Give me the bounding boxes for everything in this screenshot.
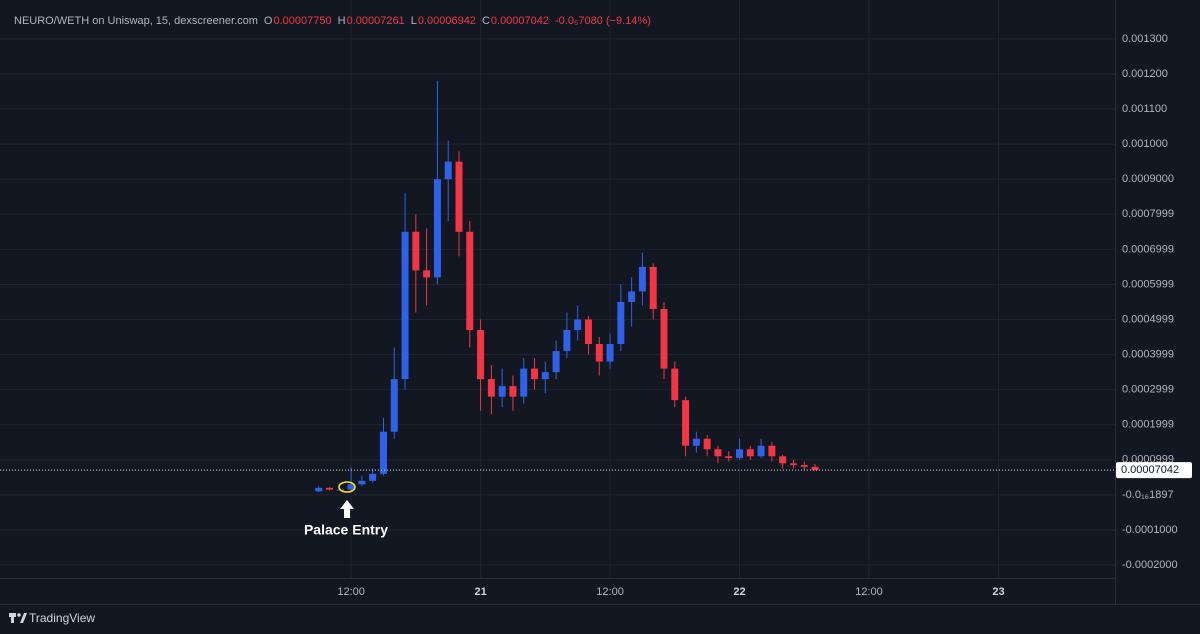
candle-body bbox=[584, 319, 592, 345]
candle-body bbox=[487, 379, 495, 397]
candle-body bbox=[315, 487, 323, 492]
candle-body bbox=[746, 449, 754, 457]
candle-body bbox=[563, 330, 571, 352]
legend-change: -0.0₅7080 (−9.14%) bbox=[555, 15, 651, 27]
x-tick-label: 12:00 bbox=[337, 586, 365, 598]
candle-body bbox=[379, 431, 387, 474]
annotation: Palace Entry bbox=[304, 522, 388, 538]
entry-circle bbox=[338, 481, 356, 493]
candle-body bbox=[811, 466, 819, 471]
legend-value: 0.00007750 bbox=[273, 15, 331, 27]
legend-key: O bbox=[264, 15, 273, 27]
candle-body bbox=[660, 308, 668, 369]
legend-value: 0.00007261 bbox=[347, 15, 405, 27]
legend-value: 0.00007042 bbox=[491, 15, 549, 27]
x-tick-label: 12:00 bbox=[855, 586, 883, 598]
candle-body bbox=[682, 400, 690, 446]
candle-body bbox=[649, 266, 657, 309]
last-price-tag bbox=[1116, 462, 1192, 479]
candle-body bbox=[789, 463, 797, 466]
candle-body bbox=[692, 438, 700, 446]
last-price-label: 0.00007042 bbox=[1121, 464, 1179, 476]
candle-body bbox=[541, 372, 549, 380]
y-tick-label: 0.0004999 bbox=[1122, 313, 1174, 325]
y-tick-label: 0.001000 bbox=[1122, 138, 1168, 150]
y-tick-label: 0.0002999 bbox=[1122, 384, 1174, 396]
candle-body bbox=[725, 456, 733, 459]
legend: NEURO/WETH on Uniswap, 15, dexscreener.c… bbox=[14, 15, 651, 27]
candle-body bbox=[347, 484, 355, 490]
candle-body bbox=[552, 351, 560, 373]
candle-body bbox=[455, 161, 463, 232]
y-tick-label: 0.0005999 bbox=[1122, 278, 1174, 290]
brand: TradingView bbox=[29, 611, 95, 625]
candles bbox=[315, 80, 819, 493]
brand-logo bbox=[9, 613, 27, 623]
y-tick-label: 0.001100 bbox=[1122, 103, 1167, 115]
candle-body bbox=[369, 473, 377, 481]
candle-body bbox=[736, 449, 744, 459]
legend-value: 0.00006942 bbox=[418, 15, 476, 27]
candle-body bbox=[617, 301, 625, 345]
x-tick-label: 21 bbox=[474, 586, 486, 598]
candle-body bbox=[531, 368, 539, 380]
y-tick-label: 0.0001999 bbox=[1122, 419, 1174, 431]
grid bbox=[0, 0, 1115, 578]
symbol-title: NEURO/WETH on Uniswap, 15, dexscreener.c… bbox=[14, 15, 258, 27]
candle-body bbox=[628, 291, 636, 302]
candle-body bbox=[509, 386, 517, 397]
y-tick-label: 0.001300 bbox=[1122, 33, 1168, 45]
candle-body bbox=[401, 231, 409, 380]
candle-body bbox=[779, 456, 787, 464]
candle-body bbox=[595, 344, 603, 362]
y-tick-label: -0.0₁₆1897 bbox=[1122, 489, 1174, 501]
candle-body bbox=[433, 179, 441, 278]
candle-body bbox=[498, 386, 506, 397]
y-tick-label: 0.0007999 bbox=[1122, 208, 1174, 220]
entry-arrow bbox=[340, 500, 354, 518]
candle-body bbox=[757, 445, 765, 457]
candle-body bbox=[800, 465, 808, 467]
legend-key: H bbox=[338, 15, 346, 27]
candle-body bbox=[606, 344, 614, 362]
candle-body bbox=[703, 438, 711, 450]
candle-body bbox=[444, 161, 452, 180]
candle-body bbox=[714, 449, 722, 457]
y-tick-label: 0.0003999 bbox=[1122, 349, 1174, 361]
candle-body bbox=[638, 266, 646, 292]
candle-body bbox=[477, 330, 485, 380]
candle-body bbox=[574, 319, 582, 331]
y-tick-label: 0.001200 bbox=[1122, 68, 1168, 80]
y-tick-label: 0.0009000 bbox=[1122, 173, 1174, 185]
candle-body bbox=[412, 231, 420, 271]
candle-body bbox=[466, 231, 474, 331]
y-tick-label: -0.0002000 bbox=[1122, 559, 1178, 571]
candle-body bbox=[358, 480, 366, 485]
candle-body bbox=[326, 487, 334, 490]
candle-body bbox=[520, 368, 528, 397]
candle-body bbox=[768, 445, 776, 457]
y-tick-label: -0.0001000 bbox=[1122, 524, 1178, 536]
legend-key: C bbox=[482, 15, 490, 27]
candle-body bbox=[423, 270, 431, 278]
x-tick-label: 12:00 bbox=[596, 586, 624, 598]
legend-key: L bbox=[411, 15, 417, 27]
x-tick-label: 23 bbox=[992, 586, 1004, 598]
y-tick-label: 0.0006999 bbox=[1122, 243, 1174, 255]
x-tick-label: 22 bbox=[733, 586, 745, 598]
candle-body bbox=[390, 379, 398, 432]
candle-body bbox=[671, 368, 679, 401]
